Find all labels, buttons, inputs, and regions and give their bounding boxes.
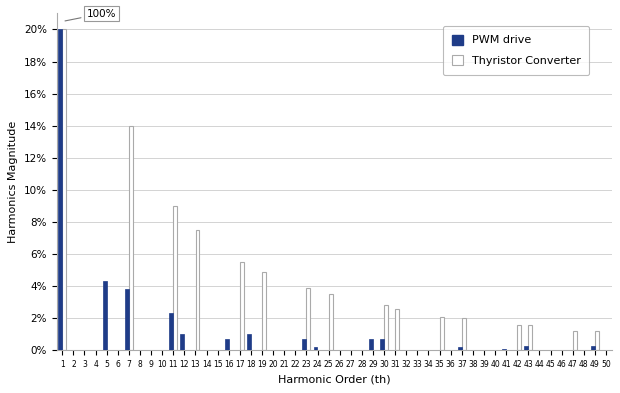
Bar: [169, 314, 173, 351]
Bar: [329, 294, 332, 351]
Bar: [103, 281, 107, 351]
Bar: [262, 272, 266, 351]
Bar: [396, 309, 399, 351]
Bar: [440, 317, 443, 351]
X-axis label: Harmonic Order (th): Harmonic Order (th): [278, 375, 391, 385]
Text: 100%: 100%: [65, 9, 116, 21]
Bar: [63, 29, 66, 351]
Bar: [240, 262, 244, 351]
Bar: [525, 345, 528, 351]
Bar: [180, 334, 184, 351]
Bar: [247, 334, 251, 351]
Bar: [502, 349, 506, 351]
Bar: [58, 29, 62, 351]
Bar: [595, 331, 599, 351]
Bar: [591, 345, 595, 351]
Bar: [195, 230, 200, 351]
Bar: [380, 339, 384, 351]
Bar: [125, 289, 129, 351]
Bar: [369, 339, 373, 351]
Bar: [462, 318, 466, 351]
Bar: [306, 288, 311, 351]
Bar: [573, 331, 577, 351]
Bar: [384, 305, 388, 351]
Bar: [528, 325, 533, 351]
Bar: [314, 347, 317, 351]
Bar: [225, 339, 229, 351]
Bar: [129, 126, 133, 351]
Y-axis label: Harmonics Magnitude: Harmonics Magnitude: [8, 121, 19, 243]
Legend: PWM drive, Thyristor Converter: PWM drive, Thyristor Converter: [443, 26, 590, 75]
Bar: [303, 339, 306, 351]
Bar: [458, 347, 462, 351]
Bar: [517, 325, 521, 351]
Bar: [174, 206, 177, 351]
